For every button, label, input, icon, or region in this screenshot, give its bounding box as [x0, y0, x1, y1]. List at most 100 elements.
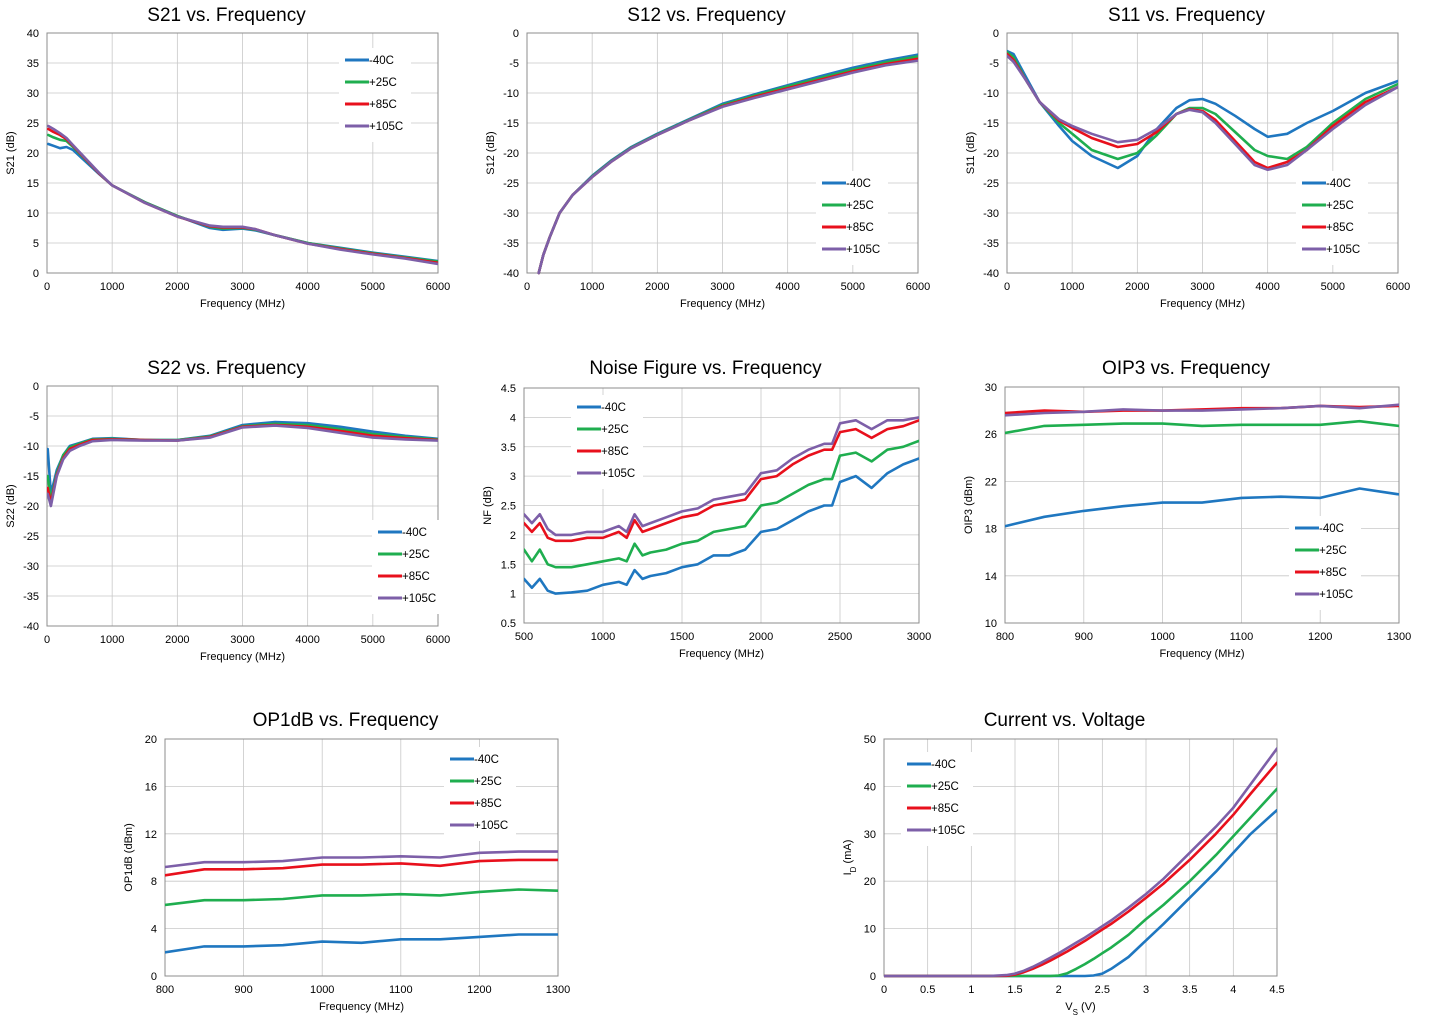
chart-s22: S22 vs. Frequency 0 1000 2000 3000 4000 5000 60…: [0, 353, 470, 673]
chart-s21-legend-label: +85C: [369, 99, 397, 111]
chart-s21-y-tick-label: 0: [33, 268, 39, 280]
chart-s11-x-tick-label: 2000: [1125, 281, 1149, 293]
chart-s21-series-group: [47, 124, 438, 266]
chart-s11-x-tick-label: 1000: [1060, 281, 1084, 293]
chart-op1db-legend-label: +105C: [474, 820, 508, 832]
chart-s21-legend-label: -40C: [369, 55, 394, 67]
chart-s22-y-tick-label: -40: [23, 621, 39, 633]
chart-nf-y-tick-label: 1.5: [501, 559, 516, 571]
chart-s21-x-tick-label: 5000: [361, 281, 385, 293]
chart-s11-y-tick-label: -20: [983, 148, 999, 160]
chart-nf-legend: -40C +25C +85C +105C: [571, 395, 643, 489]
chart-op1db-x-tick-label: 800: [156, 984, 174, 996]
chart-s22-x-axis-label: Frequency (MHz): [200, 651, 285, 663]
chart-iv-y-tick-label: 10: [864, 924, 876, 936]
chart-s22-x-tick-label: 6000: [426, 634, 450, 646]
chart-s21-x-tick-label: 2000: [165, 281, 189, 293]
chart-s11-y-tick-label: -10: [983, 88, 999, 100]
chart-iv-title: Current vs. Voltage: [984, 710, 1146, 731]
chart-oip3-y-tick-label: 10: [985, 618, 997, 630]
chart-nf-legend-label: -40C: [601, 402, 626, 414]
chart-s12-y-tick-label: -15: [503, 118, 519, 130]
chart-s21-y-tick-label: 35: [27, 58, 39, 70]
chart-nf-series-line: [524, 439, 919, 569]
chart-op1db-series-line: [165, 933, 558, 954]
chart-iv-legend-label: +105C: [931, 825, 965, 837]
chart-s12-y-tick-label: 0: [513, 28, 519, 40]
chart-s12-legend: -40C +25C +85C +105C: [816, 171, 888, 265]
chart-iv-legend-label: +85C: [931, 803, 959, 815]
chart-noise-figure-svg: Noise Figure vs. Frequency 500 1000 1500 200…: [482, 358, 931, 660]
chart-s21-series-line: [47, 124, 438, 266]
chart-s22-plot-frame: [46, 385, 439, 627]
chart-s11-x-tick-label: 4000: [1255, 281, 1279, 293]
chart-s21-legend-label: +105C: [369, 121, 403, 133]
chart-s12-svg: S12 vs. Frequency 0 1000 2000 3000 4000 5000 60…: [485, 5, 930, 310]
chart-s21-y-tick-label: 40: [27, 28, 39, 40]
chart-s11-x-tick-label: 5000: [1321, 281, 1345, 293]
chart-s11-legend-label: +25C: [1326, 200, 1354, 212]
chart-op1db-series-line: [165, 888, 558, 907]
chart-s12-y-tick-label: -35: [503, 238, 519, 250]
chart-s21-x-tick-label: 3000: [230, 281, 254, 293]
chart-iv-y-tick-label: 50: [864, 734, 876, 746]
chart-s21-title: S21 vs. Frequency: [147, 5, 306, 26]
chart-op1db-y-tick-label: 0: [151, 971, 157, 983]
chart-iv-y-tick-label: 40: [864, 781, 876, 793]
chart-s21-x-tick-label: 0: [44, 281, 50, 293]
chart-iv-series-line: [884, 747, 1277, 978]
chart-s12-legend-label: +105C: [846, 244, 880, 256]
chart-s22-title: S22 vs. Frequency: [147, 358, 306, 379]
chart-nf-x-tick-label: 3000: [907, 631, 931, 643]
chart-s11-legend-label: +105C: [1326, 244, 1360, 256]
chart-oip3-y-tick-label: 14: [985, 571, 997, 583]
chart-s22-y-tick-label: -30: [23, 561, 39, 573]
chart-s21-y-tick-label: 20: [27, 148, 39, 160]
chart-s21-y-tick-label: 5: [33, 238, 39, 250]
chart-oip3-x-tick-label: 1200: [1308, 631, 1332, 643]
chart-s21-y-tick-label: 15: [27, 178, 39, 190]
chart-nf-x-tick-label: 2500: [828, 631, 852, 643]
chart-op1db-x-axis-label: Frequency (MHz): [319, 1001, 404, 1013]
chart-op1db-legend-label: +85C: [474, 798, 502, 810]
chart-oip3-series-group: [1005, 403, 1399, 528]
chart-s21-y-axis-label: S21 (dB): [5, 131, 17, 174]
chart-op1db-y-tick-label: 20: [145, 734, 157, 746]
chart-op1db-y-tick-label: 8: [151, 876, 157, 888]
chart-op1db-series-line: [165, 850, 558, 869]
chart-s12-title: S12 vs. Frequency: [627, 5, 786, 26]
chart-s22-y-tick-label: 0: [33, 381, 39, 393]
chart-iv-y-axis-label: ID (mA): [842, 840, 858, 876]
chart-s11-y-tick-label: -30: [983, 208, 999, 220]
chart-iv-legend: -40C +25C +85C +105C: [901, 752, 973, 846]
chart-oip3-series-line: [1005, 403, 1399, 417]
chart-oip3-svg: OIP3 vs. Frequency 800 900 1000 1100 1200 1300…: [963, 358, 1411, 660]
chart-nf-x-tick-label: 500: [515, 631, 533, 643]
chart-s12-legend-label: -40C: [846, 178, 871, 190]
chart-op1db-legend: -40C +25C +85C +105C: [444, 747, 516, 841]
chart-s21-y-tick-label: 25: [27, 118, 39, 130]
chart-s21-legend-label: +25C: [369, 77, 397, 89]
chart-s22-series-group: [47, 420, 438, 508]
chart-s11-series-line: [1007, 54, 1398, 172]
chart-s12-legend-label: +25C: [846, 200, 874, 212]
chart-nf-y-axis-label: NF (dB): [482, 486, 494, 525]
chart-s12-y-tick-label: -30: [503, 208, 519, 220]
chart-s21-x-tick-label: 4000: [295, 281, 319, 293]
chart-oip3-series-line: [1005, 419, 1399, 435]
chart-oip3-x-axis-label: Frequency (MHz): [1160, 648, 1245, 660]
chart-nf-y-tick-label: 0.5: [501, 618, 516, 630]
chart-iv-y-tick-label: 0: [870, 971, 876, 983]
chart-s11-legend: -40C +25C +85C +105C: [1296, 171, 1368, 265]
chart-nf-legend-label: +85C: [601, 446, 629, 458]
chart-s12: S12 vs. Frequency 0 1000 2000 3000 4000 5000 60…: [480, 0, 950, 320]
chart-iv-legend-label: +25C: [931, 781, 959, 793]
chart-iv-y-tick-label: 30: [864, 829, 876, 841]
chart-op1db: OP1dB vs. Frequency 800 900 1000 1100 1200 130…: [110, 705, 590, 1020]
chart-s22-legend: -40C +25C +85C +105C: [372, 520, 444, 614]
chart-nf-y-tick-label: 2.5: [501, 501, 516, 513]
chart-op1db-title: OP1dB vs. Frequency: [253, 710, 439, 731]
chart-iv-x-tick-label: 2: [1056, 984, 1062, 996]
chart-op1db-legend-label: +25C: [474, 776, 502, 788]
chart-iv-x-tick-label: 3.5: [1182, 984, 1197, 996]
